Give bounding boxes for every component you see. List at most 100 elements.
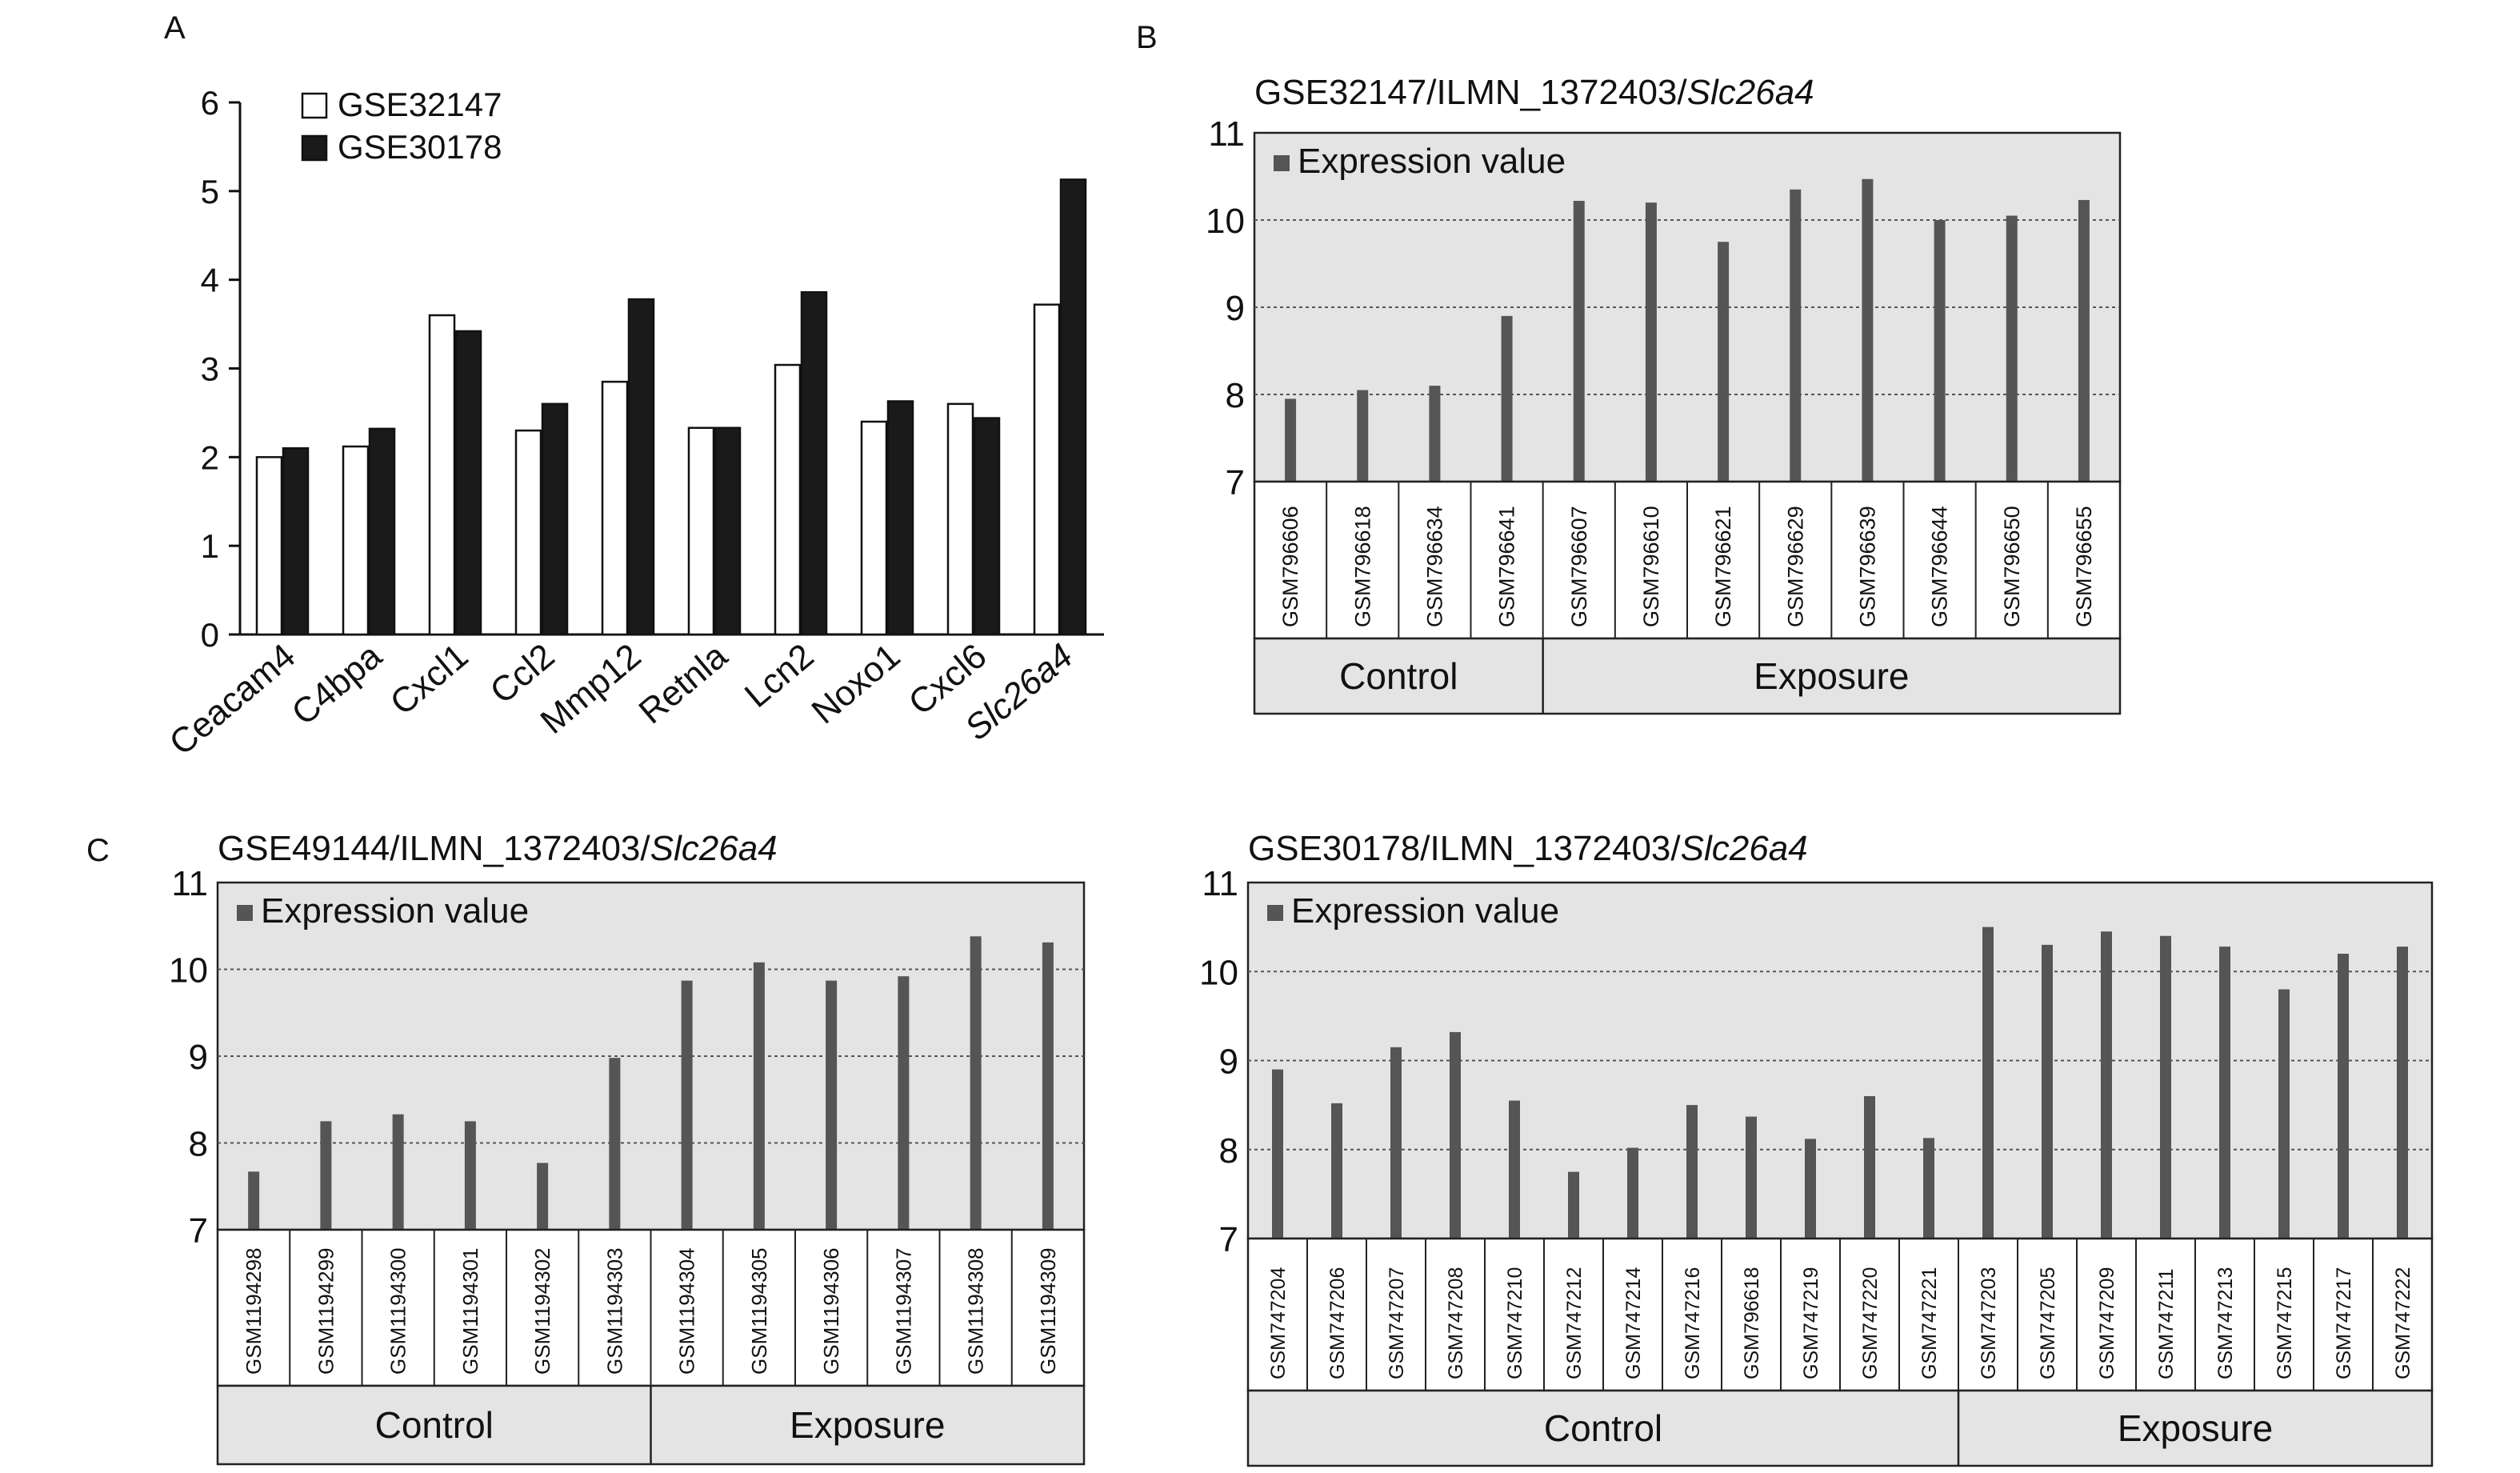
bar-gsm796634: [1429, 386, 1441, 482]
y-tick-label-c: 8: [189, 1125, 208, 1164]
bar-gsm747206: [1331, 1103, 1342, 1239]
y-tick-label-a: 4: [201, 262, 219, 299]
sample-label-c: GSM1194307: [891, 1247, 915, 1375]
x-tick-label-a: Retnla: [632, 636, 735, 732]
legend-label-gse32147: GSE32147: [338, 86, 502, 123]
bar-gse30178-cxcl1: [454, 330, 482, 636]
bar-gsm796618: [1746, 1116, 1757, 1239]
y-tick-label-d: 9: [1219, 1043, 1238, 1082]
chart-title-gene-c: Slc26a4: [650, 829, 778, 868]
sample-label-d: GSM796618: [1741, 1267, 1763, 1379]
bar-gsm747217: [2338, 954, 2349, 1239]
bar-gse32147-ceacam4: [255, 456, 283, 636]
bar-gsm1194305: [753, 962, 765, 1230]
chart-title-gene-d: Slc26a4: [1681, 829, 1808, 868]
legend-label-b: Expression value: [1298, 142, 1566, 181]
sample-label-b: GSM796641: [1495, 506, 1519, 627]
sample-label-d: GSM747220: [1859, 1267, 1882, 1379]
bar-gsm1194299: [320, 1121, 332, 1230]
bar-gsm1194306: [826, 980, 838, 1230]
bar-gse32147-mmp12: [601, 380, 629, 636]
bar-gse32147-lcn2: [774, 363, 802, 636]
sample-label-d: GSM747209: [2096, 1267, 2118, 1379]
bar-gse30178-slc26a4: [1059, 178, 1087, 636]
bar-gsm747209: [2101, 931, 2112, 1239]
y-tick-label-a: 3: [201, 350, 219, 388]
y-tick-label-d: 11: [1202, 864, 1238, 903]
sample-label-c: GSM1194298: [242, 1247, 266, 1375]
x-tick-label-a: Ceacam4: [162, 636, 303, 763]
sample-label-b: GSM796610: [1639, 506, 1663, 627]
sample-label-d: GSM747216: [1682, 1267, 1704, 1379]
bar-gsm796639: [1862, 178, 1874, 482]
bar-gse30178-noxo1: [886, 400, 914, 636]
sample-label-c: GSM1194302: [530, 1247, 554, 1375]
sample-label-d: GSM747211: [2155, 1268, 2178, 1379]
bar-gsm1194303: [609, 1058, 621, 1230]
bar-gsm747205: [2042, 944, 2053, 1239]
sample-label-d: GSM747203: [1978, 1267, 2000, 1379]
sample-label-b: GSM796634: [1422, 506, 1446, 627]
group-label-control-d: Control: [1544, 1407, 1662, 1449]
bar-gse30178-c4bpa: [368, 427, 396, 636]
y-tick-label-b: 10: [1206, 202, 1245, 241]
sample-label-b: GSM796629: [1783, 506, 1807, 627]
y-tick-label-a: 2: [201, 438, 219, 476]
bar-gsm1194308: [970, 936, 982, 1230]
bar-gsm796655: [2078, 199, 2090, 482]
bar-gse32147-c4bpa: [342, 445, 370, 636]
bar-gsm747212: [1568, 1171, 1579, 1239]
legend-label-d: Expression value: [1291, 891, 1559, 931]
bar-gsm747204: [1272, 1069, 1283, 1239]
x-tick-label-a: Mmp12: [534, 636, 649, 742]
plot-area-c: [216, 881, 1086, 1231]
y-tick-label-a: 5: [201, 173, 219, 210]
chart-title-prefix-d: GSE30178/ILMN_1372403/: [1248, 829, 1681, 868]
legend-swatch-c: [237, 905, 253, 921]
bar-gsm747210: [1509, 1100, 1520, 1239]
x-tick-label-a: Cxcl1: [383, 636, 476, 722]
sample-label-c: GSM1194299: [314, 1247, 338, 1375]
sample-label-b: GSM796606: [1278, 506, 1302, 627]
sample-label-d: GSM747207: [1386, 1267, 1408, 1379]
chart-title-d: GSE30178/ILMN_1372403/Slc26a4: [1248, 829, 1808, 868]
sample-label-c: GSM1194300: [386, 1247, 410, 1375]
y-tick-label-a: 1: [201, 527, 219, 565]
sample-label-b: GSM796650: [2000, 506, 2024, 627]
bar-gsm1194301: [464, 1121, 476, 1230]
bar-gse30178-mmp12: [627, 298, 655, 636]
bar-gsm796618: [1357, 390, 1369, 482]
group-row-d: [1246, 1389, 2434, 1467]
bar-gsm796606: [1285, 398, 1297, 482]
y-tick-label-c: 9: [189, 1038, 208, 1077]
sample-label-d: GSM747204: [1267, 1267, 1290, 1379]
x-tick-label-a: Noxo1: [805, 636, 908, 731]
sample-label-d: GSM747206: [1326, 1267, 1349, 1379]
y-tick-label-c: 11: [171, 864, 208, 903]
sample-label-c: GSM1194309: [1036, 1247, 1060, 1375]
bar-gsm1194309: [1042, 942, 1054, 1230]
panel-label-a: A: [164, 10, 186, 46]
y-tick-label-d: 8: [1219, 1131, 1238, 1171]
sample-label-d: GSM747205: [2037, 1267, 2059, 1379]
y-tick-label-d: 10: [1199, 953, 1238, 992]
bar-gse30178-retnla: [714, 426, 742, 636]
y-tick-label-a: 6: [201, 84, 219, 122]
bar-gsm747222: [2397, 947, 2408, 1239]
panel-label-b: B: [1136, 20, 1158, 55]
bar-gsm796621: [1718, 242, 1730, 482]
bar-gsm796610: [1645, 202, 1657, 482]
bar-gse30178-ccl2: [541, 402, 569, 636]
bar-gsm796644: [1934, 220, 1946, 482]
bar-gsm747219: [1805, 1139, 1816, 1239]
bar-gse32147-noxo1: [860, 420, 888, 636]
group-label-control-b: Control: [1339, 655, 1458, 697]
bar-gse32147-ccl2: [514, 429, 542, 636]
bar-gsm747208: [1450, 1031, 1461, 1239]
sample-label-d: GSM747210: [1504, 1267, 1526, 1379]
bar-gse32147-slc26a4: [1033, 303, 1061, 636]
chart-title-c: GSE49144/ILMN_1372403/Slc26a4: [218, 829, 778, 868]
legend-label-c: Expression value: [261, 891, 529, 931]
bar-gsm796607: [1573, 201, 1585, 482]
